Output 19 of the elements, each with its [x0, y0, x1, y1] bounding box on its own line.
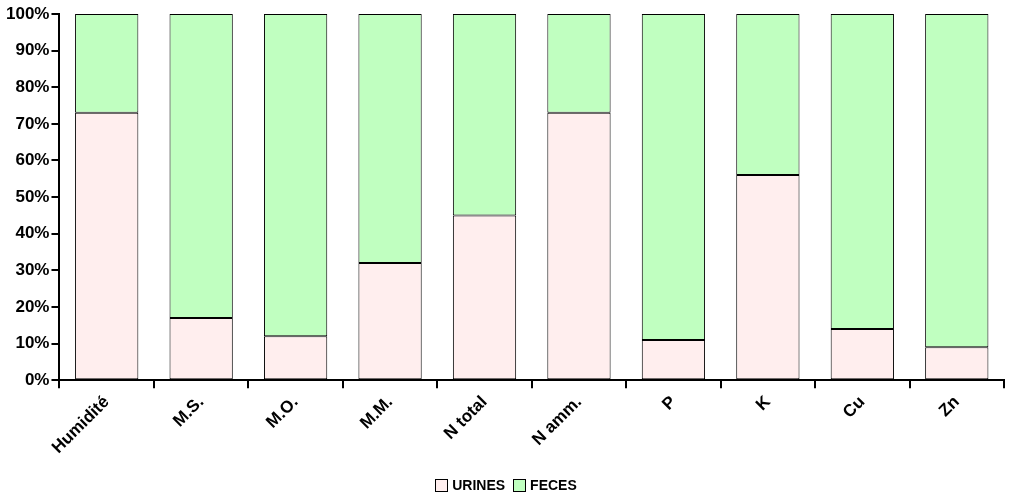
y-tick-label: 60% [15, 150, 50, 170]
y-tick-label: 40% [15, 223, 50, 243]
x-tick-label: P [658, 392, 680, 414]
y-tick-label: 20% [15, 296, 50, 316]
y-tick-label: 80% [15, 76, 50, 96]
y-tick-label: 90% [15, 40, 50, 60]
x-tick-label: M.O. [262, 392, 302, 432]
x-tick-label: Cu [839, 392, 869, 422]
legend-label: URINES [452, 477, 506, 493]
y-tick-label: 50% [15, 186, 50, 206]
y-tick-label: 70% [15, 113, 50, 133]
x-tick-label: M.S. [169, 392, 208, 431]
y-tick-label: 30% [15, 259, 50, 279]
legend-label: FECES [530, 477, 577, 493]
y-tick-label: 10% [15, 333, 50, 353]
y-tick-label: 100% [6, 3, 50, 23]
y-tick-label: 0% [24, 369, 50, 389]
x-tick-label: Zn [934, 392, 963, 421]
x-tick-label: K [751, 391, 775, 415]
